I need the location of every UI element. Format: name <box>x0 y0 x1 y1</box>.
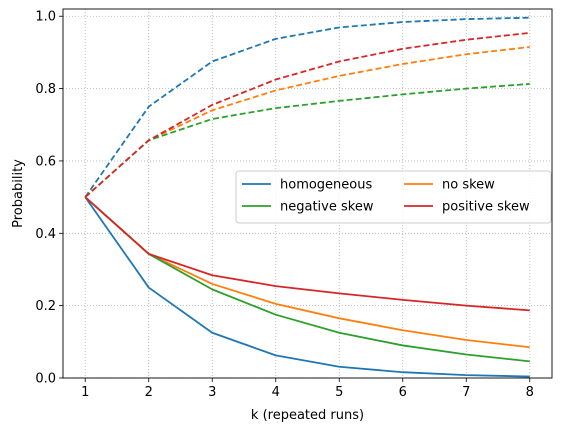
series-line-7-dashed <box>84 31 530 198</box>
legend: homogeneous no skew negative skew positive … <box>235 170 552 224</box>
legend-box <box>235 170 552 224</box>
y-tick-label: 0.2 <box>35 299 56 314</box>
x-tick-label: 8 <box>526 385 534 400</box>
x-tick-label: 7 <box>462 385 470 400</box>
x-tick-label: 4 <box>272 385 280 400</box>
series-line-6-dashed <box>84 82 530 198</box>
legend-label: positive skew <box>442 200 530 215</box>
x-tick-label: 3 <box>208 385 216 400</box>
series-line-4-dashed <box>84 16 530 198</box>
y-tick-label: 0.6 <box>35 154 56 169</box>
y-axis-label: Probability <box>11 159 26 228</box>
x-tick-label: 1 <box>81 385 89 400</box>
y-tick-label: 0.8 <box>35 82 56 97</box>
series-line-5-dashed <box>84 46 530 198</box>
legend-label: no skew <box>442 178 495 193</box>
plot-frame <box>62 8 553 379</box>
axis-ticks: 1 2 3 4 5 6 7 8 0.0 0.2 0.4 0.6 0.8 1.0 <box>35 10 534 400</box>
x-tick-label: 2 <box>145 385 153 400</box>
x-tick-label: 5 <box>335 385 343 400</box>
series-line-3-solid <box>84 196 530 312</box>
legend-label: negative skew <box>280 200 374 215</box>
series-line-2-solid <box>84 196 530 363</box>
x-tick-label: 6 <box>399 385 407 400</box>
y-tick-label: 0.4 <box>35 227 56 242</box>
y-tick-label: 1.0 <box>35 10 56 25</box>
y-tick-label: 0.0 <box>35 372 56 387</box>
x-axis-label: k (repeated runs) <box>251 408 364 423</box>
series-lines <box>84 16 530 378</box>
legend-label: homogeneous <box>280 178 372 193</box>
series-line-0-solid <box>84 196 530 378</box>
